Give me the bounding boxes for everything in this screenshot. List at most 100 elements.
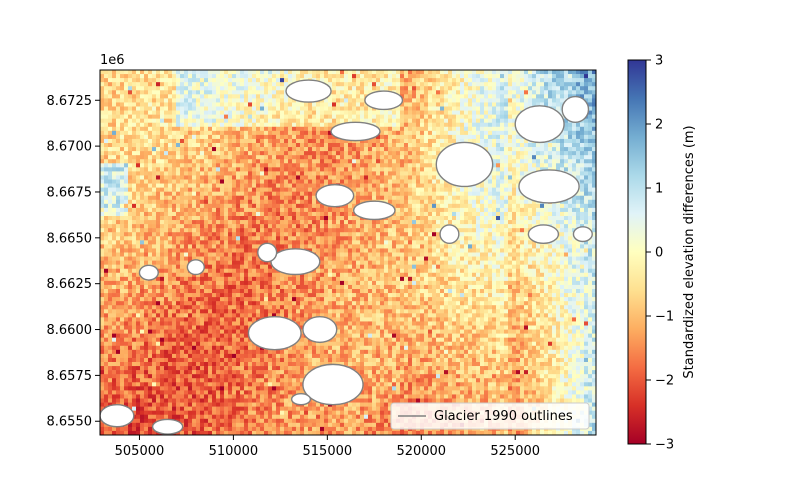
heat-cell	[244, 130, 249, 136]
heat-cell	[176, 220, 181, 225]
heat-cell	[576, 175, 581, 180]
heat-cell	[244, 134, 249, 140]
heat-cell	[216, 90, 221, 95]
heat-cell	[408, 106, 413, 111]
heat-cell	[472, 211, 477, 217]
heat-cell	[352, 70, 357, 75]
heat-cell	[236, 183, 241, 188]
heat-cell	[404, 78, 409, 83]
heat-cell	[140, 78, 145, 83]
heat-cell	[284, 211, 289, 217]
heat-cell	[148, 70, 153, 75]
heat-cell	[216, 203, 221, 209]
heat-cell	[336, 118, 341, 124]
heat-cell	[588, 110, 593, 115]
heat-cell	[100, 155, 105, 160]
heat-cell	[264, 98, 269, 103]
heat-cell	[352, 74, 357, 79]
heat-cell	[244, 94, 249, 99]
heat-cell	[512, 90, 517, 95]
heat-cell	[504, 102, 509, 107]
heat-cell	[208, 82, 213, 87]
heat-cell	[296, 102, 301, 107]
heat-cell	[532, 167, 537, 172]
heat-cell	[156, 147, 161, 152]
heat-cell	[520, 155, 525, 160]
heat-cell	[160, 94, 165, 99]
heat-cell	[580, 143, 585, 148]
heat-cell	[556, 74, 561, 79]
heat-cell	[408, 171, 413, 176]
heat-cell	[352, 147, 357, 152]
heat-cell	[108, 118, 113, 124]
heat-cell	[580, 122, 585, 128]
heat-cell	[560, 94, 565, 99]
heat-cell	[340, 151, 345, 156]
heat-cell	[184, 78, 189, 83]
heat-cell	[180, 216, 185, 221]
heat-cell	[360, 195, 365, 201]
heat-cell	[256, 155, 261, 160]
heat-cell	[248, 167, 253, 172]
heat-cell	[400, 224, 405, 229]
heat-cell	[116, 211, 121, 217]
heat-cell	[240, 147, 245, 152]
heat-cell	[396, 228, 401, 233]
heat-cell	[448, 106, 453, 111]
heat-cell	[488, 207, 493, 213]
heat-cell	[444, 106, 449, 111]
heat-cell	[324, 114, 329, 119]
heat-cell	[284, 114, 289, 119]
heat-cell	[108, 147, 113, 152]
heat-cell	[508, 147, 513, 152]
heat-cell	[576, 167, 581, 172]
heat-cell	[112, 183, 117, 188]
heat-cell	[576, 151, 581, 156]
heat-cell	[208, 179, 213, 184]
heat-cell	[272, 147, 277, 152]
heat-cell	[420, 228, 425, 233]
heat-cell	[112, 171, 117, 176]
heat-cell	[116, 216, 121, 221]
heat-cell	[468, 82, 473, 87]
heat-cell	[148, 232, 153, 237]
heat-cell	[216, 110, 221, 115]
heat-cell	[428, 74, 433, 79]
heat-cell	[184, 130, 189, 136]
heat-cell	[564, 143, 569, 148]
heat-cell	[160, 155, 165, 160]
heat-cell	[104, 98, 109, 103]
heat-cell	[164, 167, 169, 172]
heat-cell	[592, 90, 596, 95]
heat-cell	[168, 118, 173, 124]
heat-cell	[172, 207, 177, 213]
heat-cell	[420, 130, 425, 136]
heat-cell	[436, 143, 441, 148]
heat-cell	[512, 86, 517, 91]
heat-cell	[400, 126, 405, 132]
heat-cell	[256, 211, 261, 217]
heat-cell	[312, 191, 317, 197]
heat-cell	[104, 195, 109, 201]
heat-cell	[244, 102, 249, 107]
heat-cell	[328, 147, 333, 152]
heat-cell	[336, 167, 341, 172]
heat-cell	[244, 163, 249, 168]
heat-cell	[532, 82, 537, 87]
heat-cell	[328, 179, 333, 184]
heat-cell	[540, 86, 545, 91]
heat-cell	[448, 195, 453, 201]
heat-cell	[180, 199, 185, 205]
heat-cell	[352, 155, 357, 160]
heat-cell	[548, 74, 553, 79]
heat-cell	[304, 134, 309, 140]
heat-cell	[400, 143, 405, 148]
heat-cell	[468, 199, 473, 205]
heat-cell	[460, 130, 465, 136]
heat-cell	[552, 203, 557, 209]
heat-cell	[516, 175, 521, 180]
heat-cell	[348, 118, 353, 124]
heat-cell	[372, 163, 377, 168]
heat-cell	[268, 207, 273, 213]
heat-cell	[188, 94, 193, 99]
